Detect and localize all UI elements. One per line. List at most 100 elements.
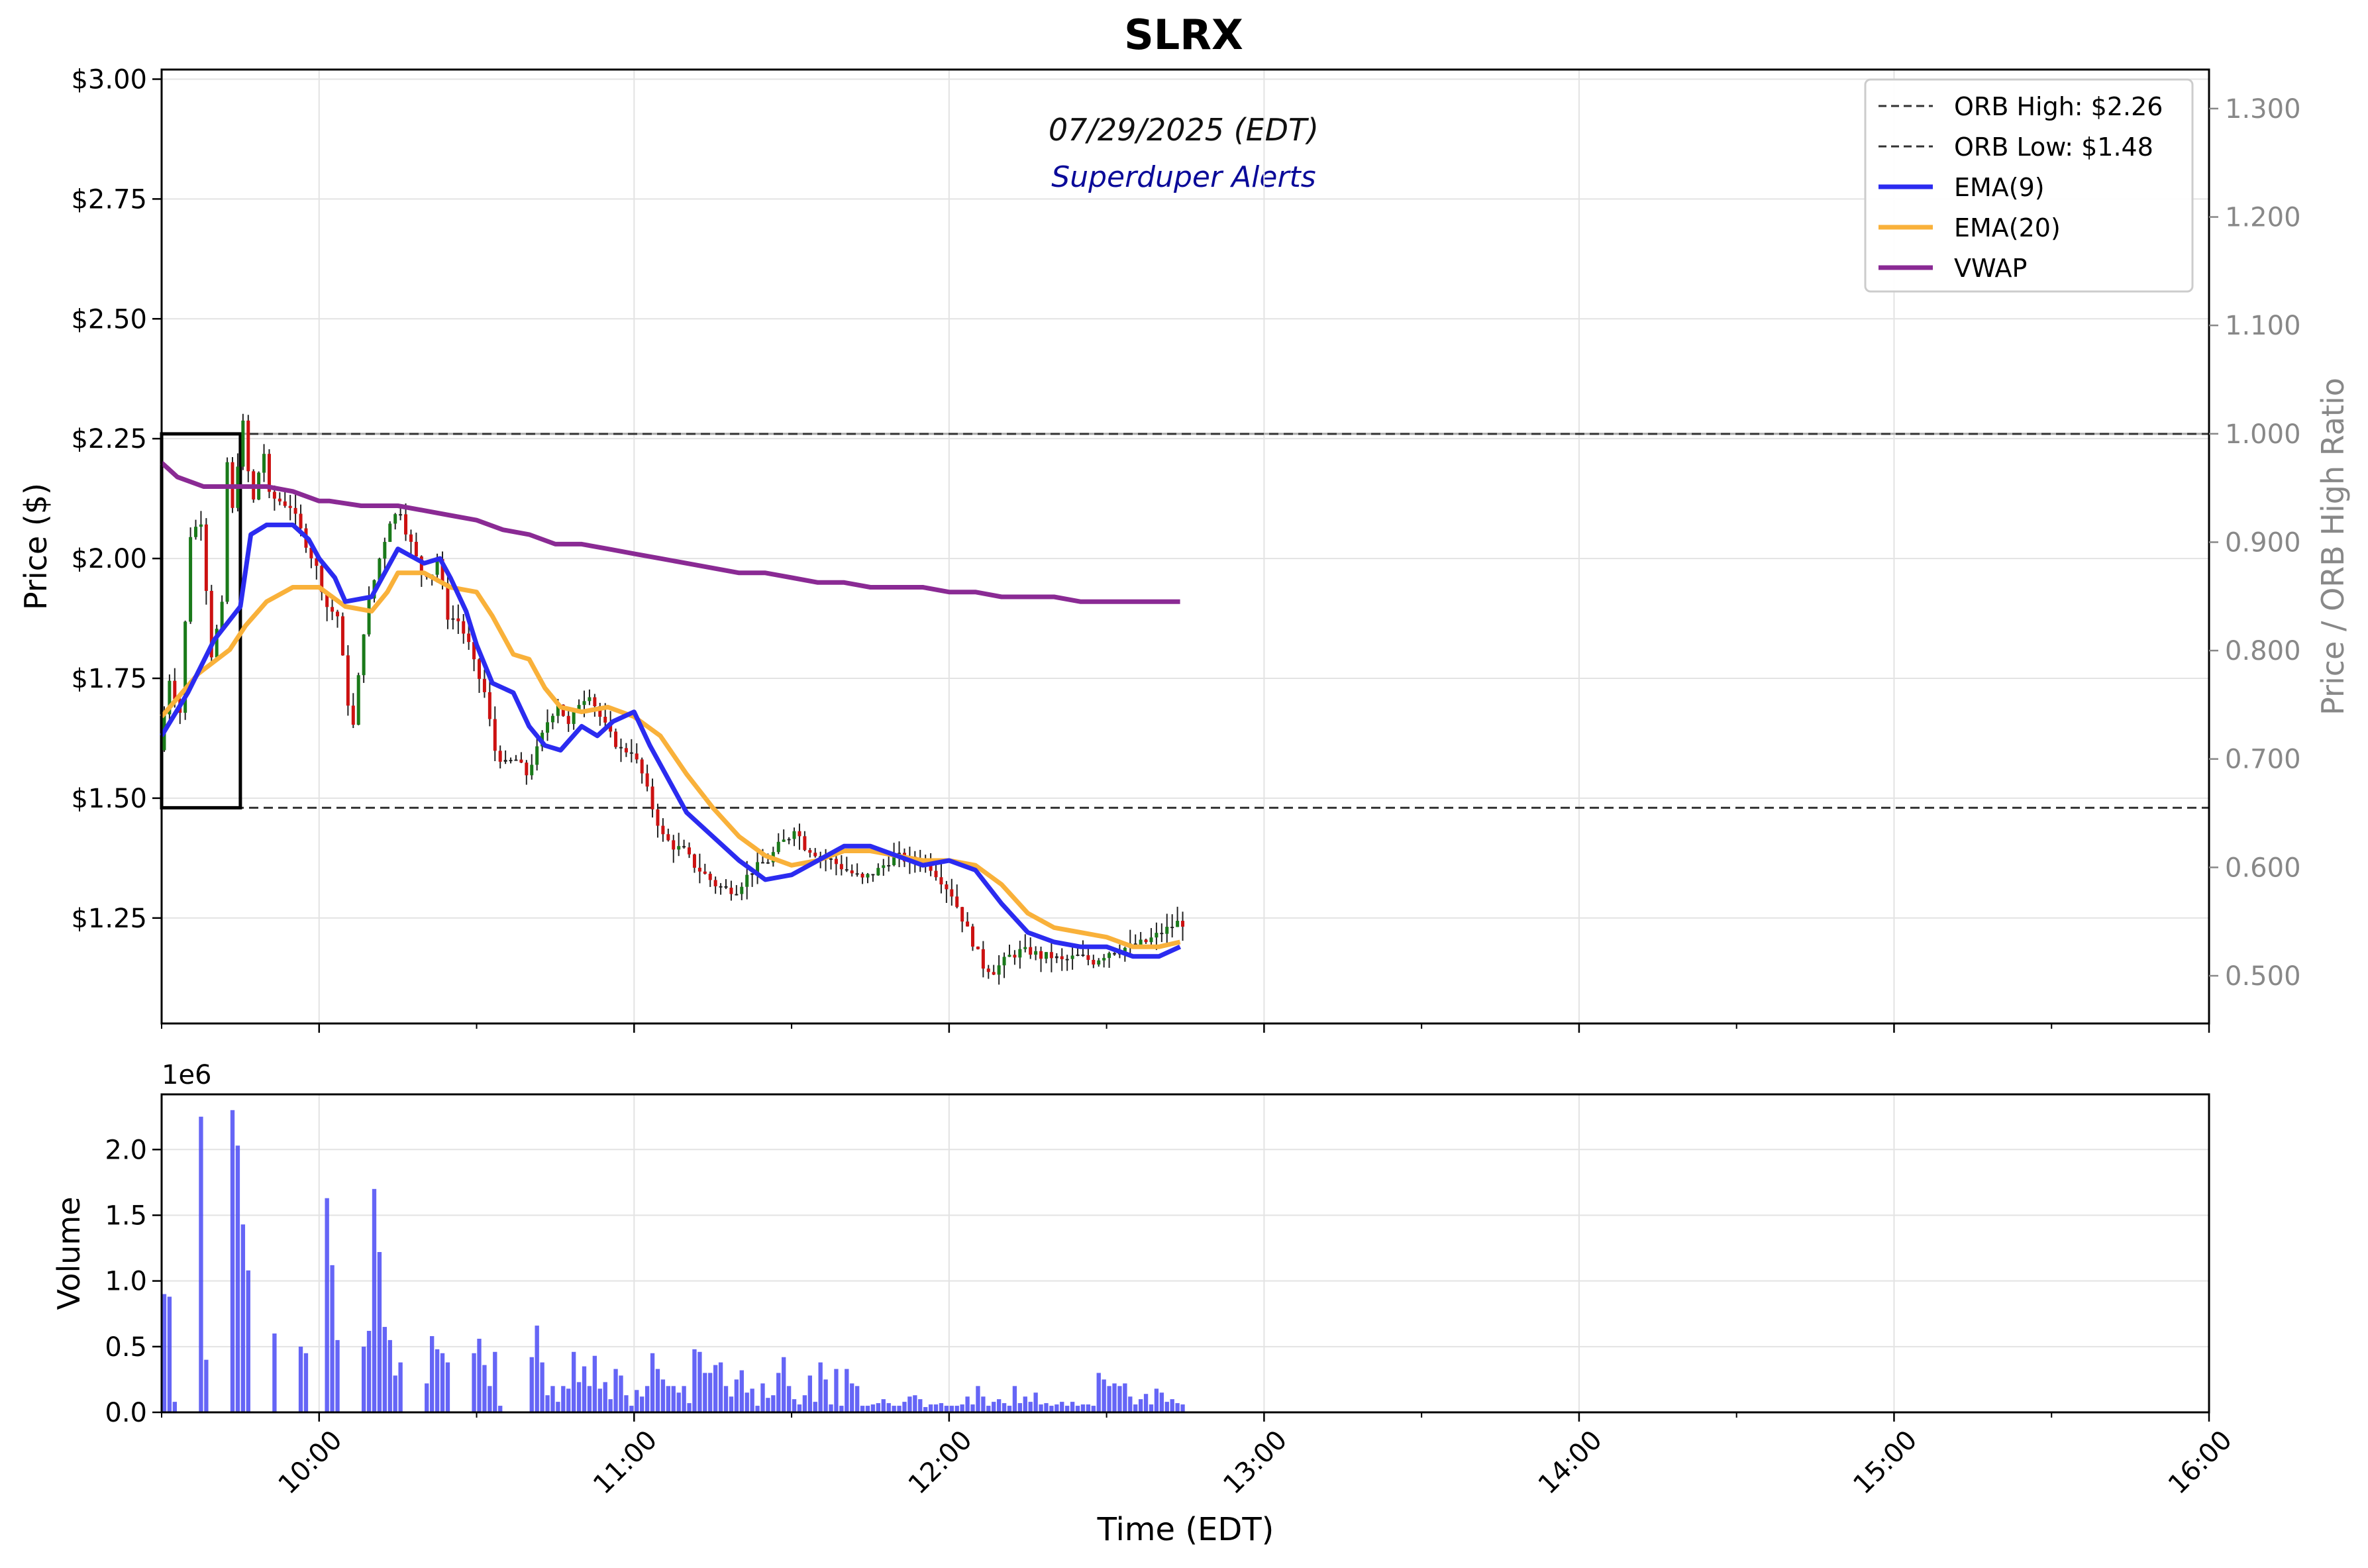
candle-body [1165, 927, 1169, 934]
volume-bar [608, 1399, 613, 1412]
candle-body [713, 880, 717, 886]
volume-bar [818, 1362, 823, 1412]
volume-bar [1080, 1404, 1086, 1412]
price-y-tick-label: $2.75 [71, 184, 147, 215]
volume-bar [802, 1395, 807, 1412]
candle-body [550, 715, 554, 723]
candle-body [183, 621, 187, 713]
candle-body [215, 629, 219, 658]
volume-bar [240, 1224, 246, 1412]
candle-body [168, 680, 172, 715]
candle-body [934, 870, 938, 878]
price-left-axis: $1.25 $1.50 $1.75 $2.00 $2.25 $2.50 $2.75 $3.00 [71, 64, 162, 934]
candle-body [740, 886, 744, 894]
volume-left-axis: 0.0 0.5 1.0 1.5 2.0 [105, 1135, 162, 1428]
volume-bar [750, 1388, 754, 1412]
volume-bar [676, 1392, 681, 1412]
candle-body [735, 894, 739, 896]
volume-bar [986, 1406, 991, 1412]
candle-body [650, 786, 654, 810]
volume-bar [1123, 1383, 1127, 1412]
candle-body [1070, 955, 1074, 959]
candle-body [688, 847, 692, 855]
price-y-tick-label: $1.75 [71, 664, 147, 694]
volume-bar [860, 1406, 865, 1412]
candle-body [1060, 956, 1064, 959]
volume-bar [1154, 1388, 1159, 1412]
candle-body [1155, 933, 1158, 938]
volume-bar [1138, 1399, 1143, 1412]
candle-body [419, 556, 423, 574]
volume-bar [1164, 1402, 1169, 1412]
candle-body [173, 680, 177, 700]
candle-body [950, 889, 954, 897]
volume-bar [1049, 1406, 1054, 1412]
ratio-y-tick-label: 0.700 [2225, 745, 2301, 775]
candle-body [535, 746, 539, 765]
legend-label: ORB High: $2.26 [1954, 92, 2163, 121]
candle-body [1055, 956, 1058, 959]
volume-bar [372, 1188, 377, 1412]
volume-bar [881, 1399, 886, 1412]
candle-body [792, 831, 796, 839]
candle-body [1049, 952, 1053, 959]
candle-body [939, 877, 943, 885]
volume-bar [655, 1369, 660, 1412]
legend-label: EMA(20) [1954, 213, 2061, 242]
watermark-label: Superduper Alerts [1051, 160, 1315, 194]
volume-bar [445, 1362, 450, 1412]
candle-body [661, 825, 665, 835]
volume-bar [572, 1351, 576, 1412]
chart-title: SLRX [1124, 11, 1243, 59]
volume-bar [928, 1404, 933, 1412]
volume-bar [482, 1365, 487, 1412]
candle-body [378, 558, 382, 580]
volume-bar [1091, 1406, 1096, 1412]
candle-body [546, 722, 550, 733]
candle-body [966, 921, 970, 927]
volume-bar [782, 1357, 786, 1412]
volume-bar [823, 1379, 828, 1412]
volume-bar [425, 1383, 429, 1412]
candlesticks [162, 413, 1185, 985]
candle-body [945, 884, 949, 890]
candle-body [525, 762, 529, 776]
ratio-y-tick-label: 0.900 [2225, 527, 2301, 558]
candle-body [331, 607, 335, 612]
vwap-line [160, 460, 1180, 604]
volume-bar [387, 1339, 392, 1412]
volume-bar [1133, 1404, 1138, 1412]
volume-bar [970, 1404, 975, 1412]
candle-body [482, 678, 486, 692]
candle-body [845, 869, 849, 871]
candle-body [645, 773, 649, 787]
candle-body [1002, 957, 1006, 966]
volume-bar [660, 1379, 666, 1412]
volume-bar [1170, 1399, 1174, 1412]
volume-bar [550, 1386, 555, 1412]
ema9-line [160, 522, 1182, 959]
volume-bar [1096, 1373, 1101, 1412]
legend-label: VWAP [1954, 254, 2027, 283]
volume-bar [902, 1402, 907, 1412]
candle-body [440, 558, 444, 584]
volume-bar [918, 1399, 923, 1412]
candle-body [986, 968, 990, 972]
candle-body [766, 862, 770, 864]
volume-bar [734, 1379, 739, 1412]
candle-body [556, 704, 560, 716]
volume-bar [1028, 1402, 1033, 1412]
candle-body [871, 874, 875, 876]
candle-body [189, 537, 193, 622]
volume-y-tick-label: 2.0 [105, 1135, 147, 1165]
candle-body [708, 874, 712, 880]
candle-body [955, 896, 959, 908]
candle-body [582, 701, 586, 706]
candle-body [1133, 943, 1137, 945]
candle-body [850, 870, 854, 874]
volume-bar [1086, 1404, 1091, 1412]
volume-bar [325, 1198, 329, 1412]
volume-bar [488, 1386, 492, 1412]
candle-body [467, 633, 471, 643]
candle-body [351, 706, 355, 725]
